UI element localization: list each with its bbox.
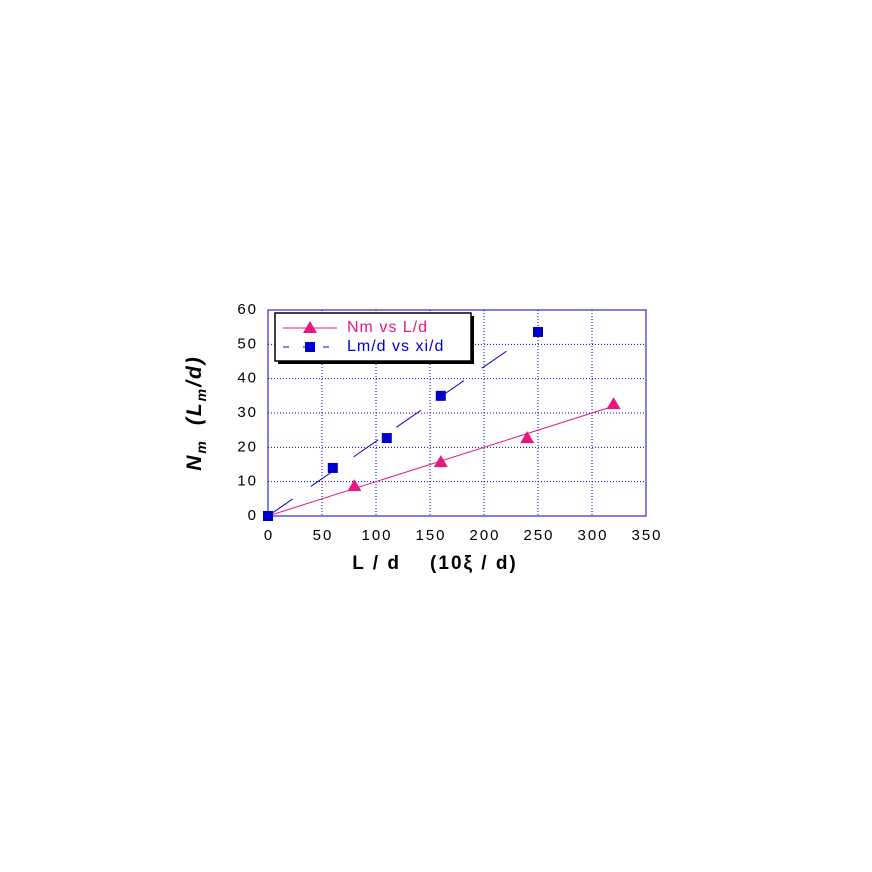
x-tick-label: 150 [415,527,446,544]
square-marker [533,326,543,337]
triangle-marker [433,455,448,468]
y-tick-label: 40 [237,370,258,387]
x-tick-label: 0 [264,527,274,544]
legend-box [274,312,472,362]
y-tick-label: 50 [237,335,258,352]
y-tick-label: 60 [237,301,258,318]
triangle-marker [520,431,535,444]
square-marker [381,433,392,444]
x-tick-label: 350 [631,527,662,544]
square-marker [263,511,273,521]
x-tick-label: 100 [361,527,392,544]
x-axis-label: L / d (10ξ / d) [352,553,518,574]
y-tick-label: 10 [237,473,258,490]
x-tick-label: 200 [469,527,500,544]
plot-frame [267,309,647,517]
square-marker [435,390,446,401]
square-marker [305,342,315,352]
x-tick-label: 300 [577,527,608,544]
x-tick-label: 50 [313,527,334,544]
square-marker [327,462,338,473]
y-label-part: (L [183,401,206,425]
triangle-marker [303,321,317,333]
y-label-part: m [193,439,209,453]
y-label-part: m [193,387,209,401]
y-tick-label: 30 [237,404,258,421]
y-tick-label: 0 [248,507,258,524]
legend-label: Nm vs L/d [347,319,428,336]
x-tick-label: 250 [523,527,554,544]
fit-line [267,343,517,517]
y-axis-label: Nm(Lm/d) [183,355,209,471]
triangle-marker [606,397,621,410]
legend-label: Lm/d vs xi/d [347,338,444,355]
y-label-part: N [183,454,206,471]
y-label-part: /d) [183,355,206,388]
y-tick-label: 20 [237,438,258,455]
triangle-marker [347,479,362,492]
